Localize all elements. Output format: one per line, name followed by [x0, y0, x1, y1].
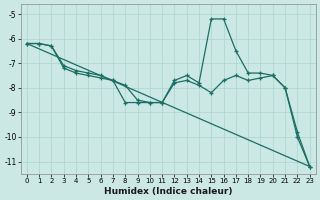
X-axis label: Humidex (Indice chaleur): Humidex (Indice chaleur)	[104, 187, 233, 196]
